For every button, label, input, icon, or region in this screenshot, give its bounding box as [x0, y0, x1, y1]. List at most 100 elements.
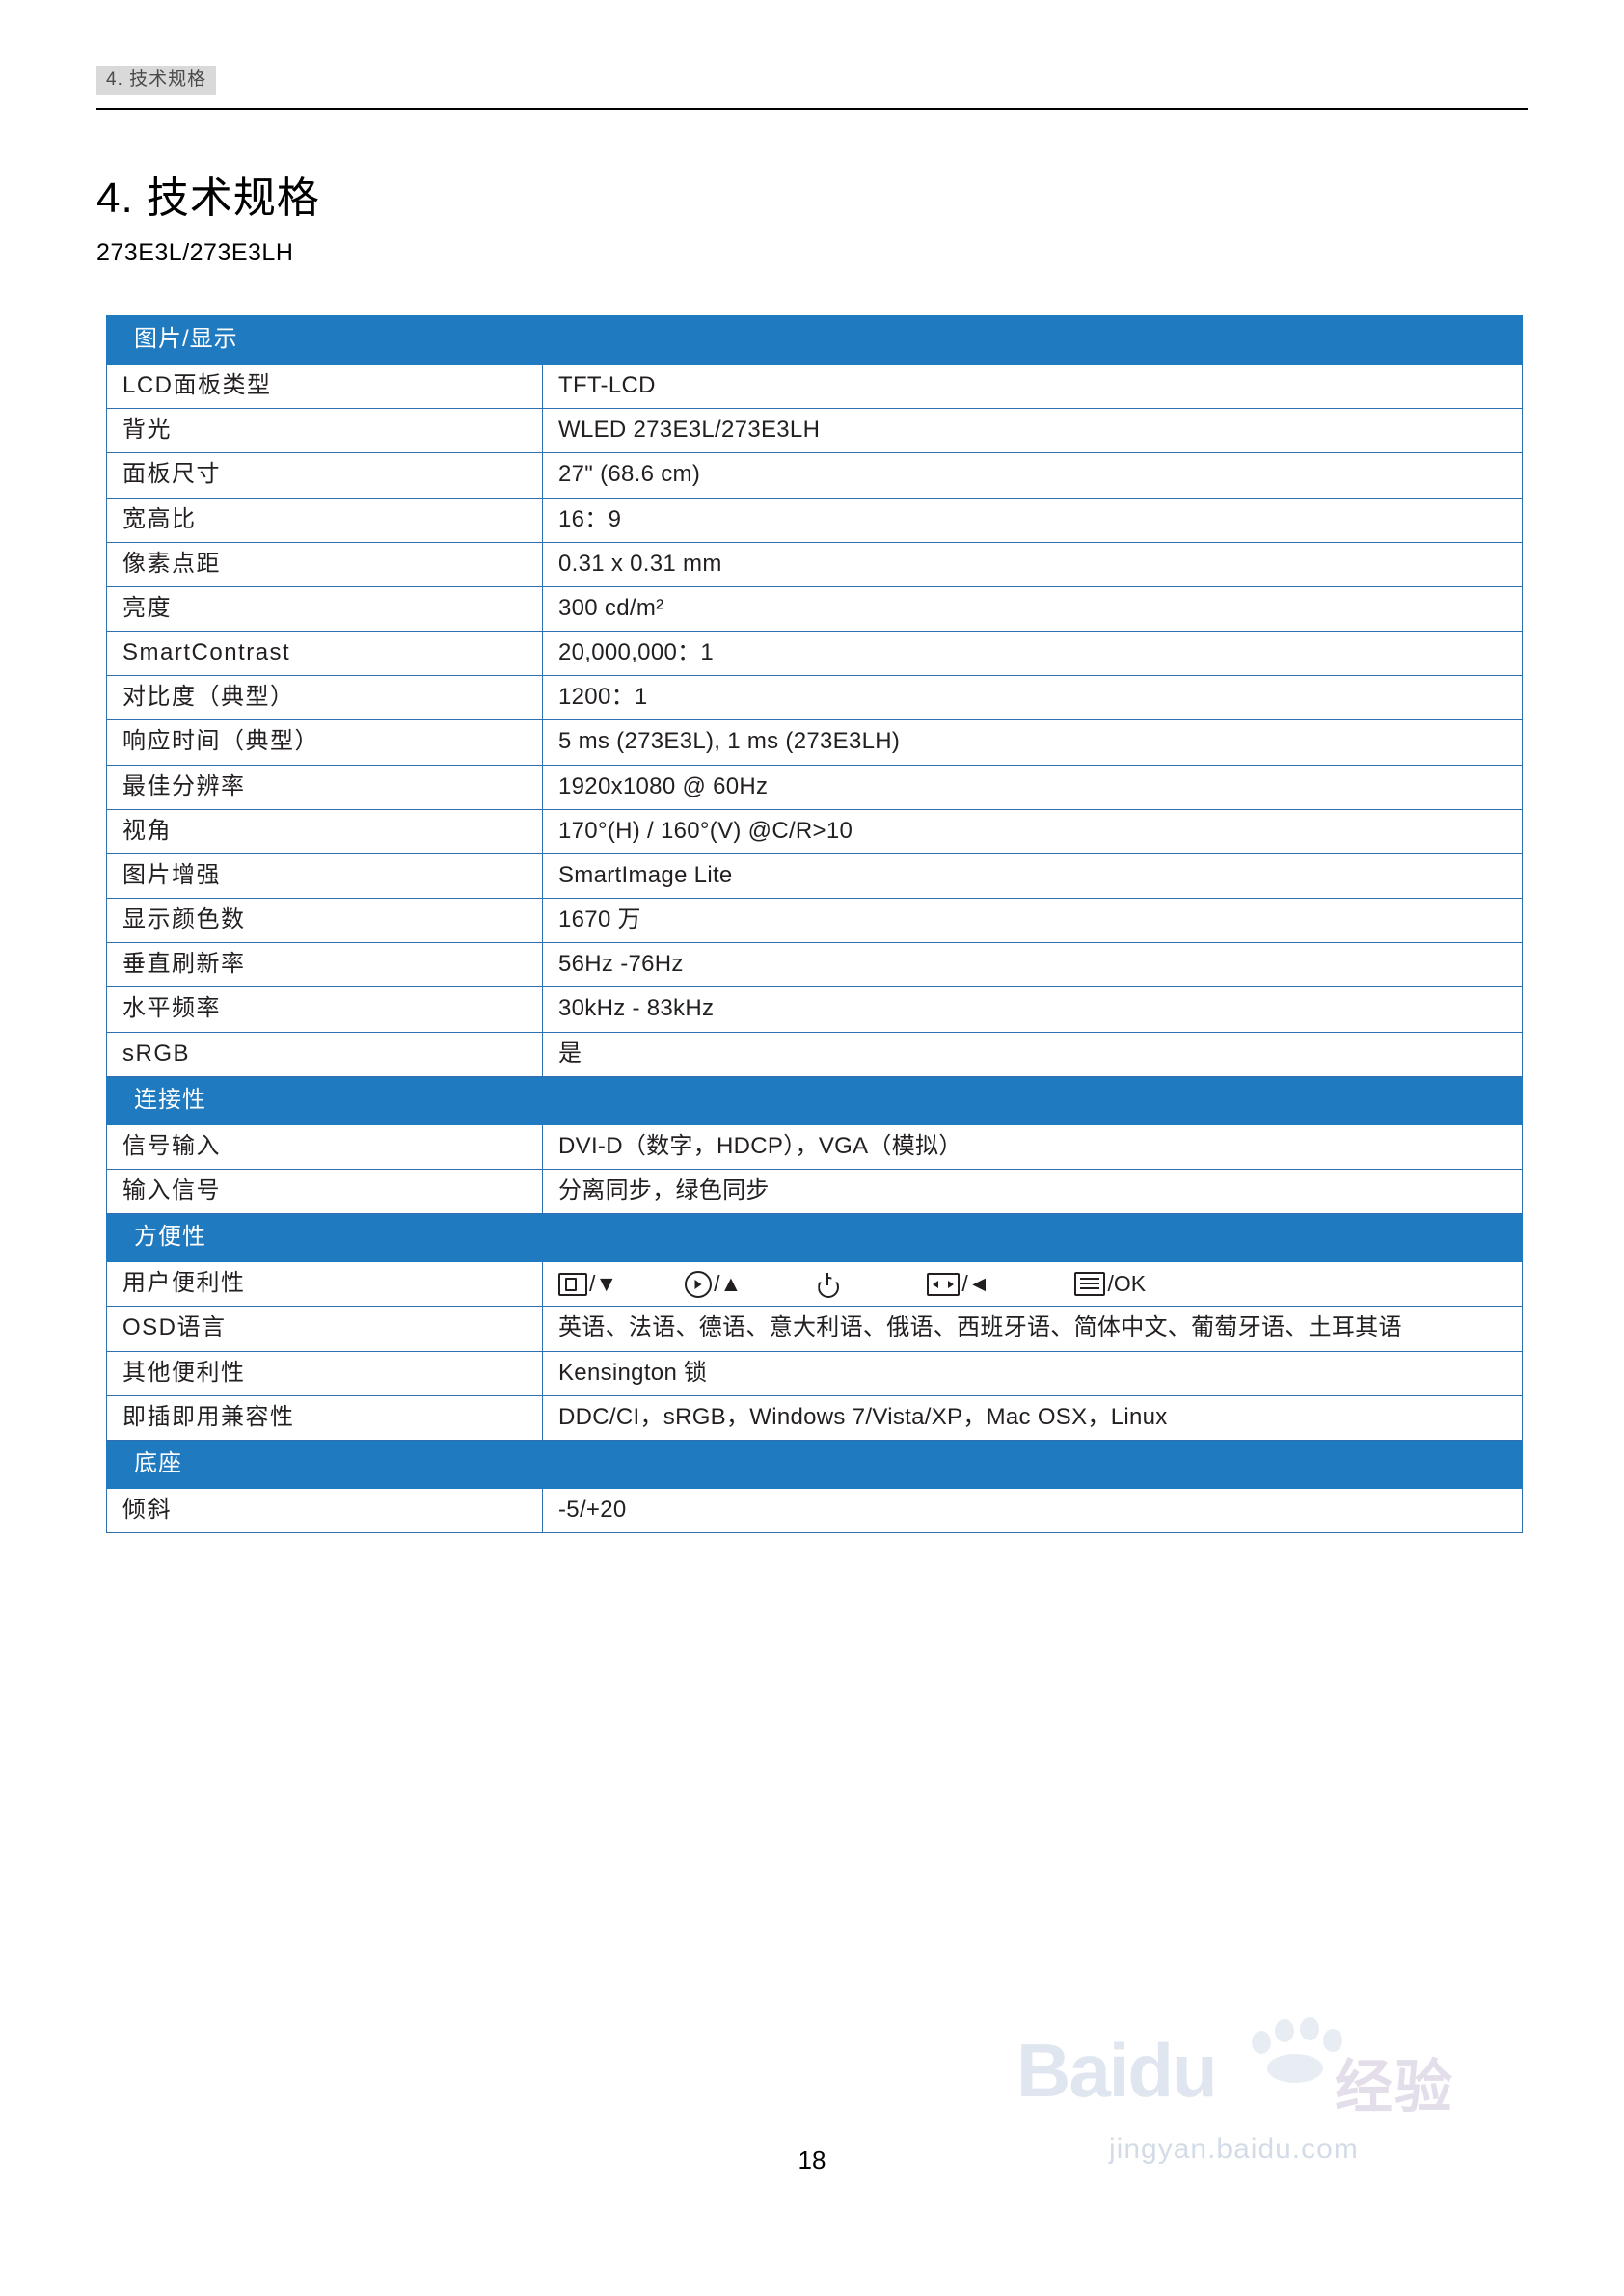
table-row: 信号输入 DVI-D（数字，HDCP），VGA（模拟） — [106, 1123, 1524, 1170]
smartimage-icon-label: /▼ — [589, 1270, 618, 1296]
spec-value: 是 — [541, 1031, 1524, 1077]
spec-label: 即插即用兼容性 — [106, 1394, 543, 1441]
spec-label: 显示颜色数 — [106, 898, 543, 944]
table-row: LCD面板类型 TFT-LCD — [106, 364, 1524, 410]
spec-value: 300 cd/m² — [541, 585, 1524, 633]
table-section-header: 连接性 — [105, 1075, 1524, 1125]
spec-label: LCD面板类型 — [106, 364, 543, 410]
model-subtitle: 273E3L/273E3LH — [96, 239, 294, 266]
paw-icon — [1246, 2015, 1352, 2083]
section-heading: 方便性 — [105, 1213, 1524, 1263]
spec-label: 信号输入 — [106, 1123, 543, 1170]
spec-label: 亮度 — [106, 585, 543, 633]
spec-value: WLED 273E3L/273E3LH — [541, 408, 1524, 454]
spec-value: 56Hz -76Hz — [541, 942, 1524, 988]
specifications-table: 图片/显示 LCD面板类型 TFT-LCD 背光 WLED 273E3L/273E3LH… — [105, 314, 1524, 1534]
watermark-brand: Baidu — [1016, 2028, 1218, 2113]
spec-value: 16：9 — [541, 497, 1524, 543]
spec-label: 图片增强 — [106, 852, 543, 900]
spec-value: 170°(H) / 160°(V) @C/R>10 — [541, 808, 1524, 854]
spec-value: TFT-LCD — [541, 364, 1524, 410]
table-row: SmartContrast 20,000,000：1 — [106, 631, 1524, 677]
spec-label: 像素点距 — [106, 541, 543, 587]
smartimage-icon-group: /▼ — [558, 1268, 617, 1299]
spec-value: 20,000,000：1 — [541, 631, 1524, 677]
table-row: 其他便利性 Kensington 锁 — [106, 1350, 1524, 1396]
spec-value: -5/+20 — [541, 1488, 1524, 1534]
section-heading: 连接性 — [105, 1075, 1524, 1125]
spec-value: 0.31 x 0.31 mm — [541, 541, 1524, 587]
section-heading: 底座 — [105, 1439, 1524, 1490]
table-row: 即插即用兼容性 DDC/CI，sRGB，Windows 7/Vista/XP，Ma… — [106, 1394, 1524, 1441]
page-title: 4. 技术规格 — [96, 175, 320, 223]
spec-label: 面板尺寸 — [106, 452, 543, 499]
power-icon — [817, 1268, 840, 1299]
spec-value: DDC/CI，sRGB，Windows 7/Vista/XP，Mac OSX，L… — [541, 1394, 1524, 1441]
spec-label: 对比度（典型） — [106, 675, 543, 721]
table-row: 背光 WLED 273E3L/273E3LH — [106, 408, 1524, 454]
table-row: OSD语言 英语、法语、德语、意大利语、俄语、西班牙语、简体中文、葡萄牙语、土耳其… — [106, 1306, 1524, 1352]
spec-value: 1670 万 — [541, 898, 1524, 944]
auto-adjust-icon-label: /◄ — [961, 1270, 990, 1296]
power-icon-group — [817, 1268, 842, 1299]
section-heading: 图片/显示 — [105, 314, 1524, 365]
spec-value: 分离同步，绿色同步 — [541, 1168, 1524, 1215]
osd-menu-icon-group: /OK — [1074, 1268, 1146, 1299]
spec-value: 30kHz - 83kHz — [541, 986, 1524, 1033]
table-row: 用户便利性 /▼ /▲ /◄ /OK — [106, 1261, 1524, 1308]
osd-menu-icon — [1074, 1268, 1106, 1299]
input-source-icon-group: /▲ — [685, 1268, 742, 1299]
table-section-header: 底座 — [105, 1439, 1524, 1490]
osd-menu-icon-label: /OK — [1107, 1270, 1147, 1296]
spec-label: 水平频率 — [106, 986, 543, 1033]
table-row: 宽高比 16：9 — [106, 497, 1524, 543]
spec-label: 输入信号 — [106, 1168, 543, 1215]
spec-value: Kensington 锁 — [541, 1350, 1524, 1396]
spec-value: DVI-D（数字，HDCP），VGA（模拟） — [541, 1123, 1524, 1170]
table-section-header: 图片/显示 — [105, 314, 1524, 365]
spec-value: 5 ms (273E3L), 1 ms (273E3LH) — [541, 719, 1524, 766]
table-row: 图片增强 SmartImage Lite — [106, 852, 1524, 900]
smartimage-icon — [558, 1268, 587, 1299]
table-row: sRGB 是 — [106, 1031, 1524, 1077]
spec-label: 垂直刷新率 — [106, 942, 543, 988]
spec-label: 视角 — [106, 808, 543, 854]
spec-label: sRGB — [106, 1031, 543, 1077]
table-row: 响应时间（典型） 5 ms (273E3L), 1 ms (273E3LH) — [106, 719, 1524, 766]
table-row: 最佳分辨率 1920x1080 @ 60Hz — [106, 764, 1524, 810]
spec-label: 最佳分辨率 — [106, 764, 543, 810]
spec-value: /▼ /▲ /◄ /OK — [541, 1261, 1524, 1308]
table-row: 水平频率 30kHz - 83kHz — [106, 986, 1524, 1033]
watermark-brand-cn: 经验 — [1335, 2055, 1454, 2120]
table-row: 垂直刷新率 56Hz -76Hz — [106, 942, 1524, 988]
table-row: 视角 170°(H) / 160°(V) @C/R>10 — [106, 808, 1524, 854]
table-row: 像素点距 0.31 x 0.31 mm — [106, 541, 1524, 587]
spec-label: 用户便利性 — [106, 1261, 543, 1308]
spec-label: OSD语言 — [106, 1306, 543, 1352]
table-row: 显示颜色数 1670 万 — [106, 898, 1524, 944]
table-row: 输入信号 分离同步，绿色同步 — [106, 1168, 1524, 1215]
spec-label: 背光 — [106, 408, 543, 454]
spec-label: 宽高比 — [106, 497, 543, 543]
page-number: 18 — [798, 2146, 826, 2174]
table-row: 面板尺寸 27" (68.6 cm) — [106, 452, 1524, 499]
spec-value: 1920x1080 @ 60Hz — [541, 764, 1524, 810]
chapter-tab: 4. 技术规格 — [96, 66, 217, 95]
input-source-icon-label: /▲ — [714, 1270, 743, 1296]
spec-label: 响应时间（典型） — [106, 719, 543, 766]
spec-value: SmartImage Lite — [541, 852, 1524, 900]
table-row: 亮度 300 cd/m² — [106, 585, 1524, 633]
spec-label: SmartContrast — [106, 631, 543, 677]
auto-adjust-icon — [927, 1268, 961, 1299]
user-convenience-icons: /▼ /▲ /◄ /OK — [558, 1268, 1510, 1299]
table-section-header: 方便性 — [105, 1213, 1524, 1263]
input-source-icon — [685, 1268, 713, 1299]
header-divider — [96, 108, 1528, 110]
spec-label: 其他便利性 — [106, 1350, 543, 1396]
spec-value: 1200：1 — [541, 675, 1524, 721]
table-row: 对比度（典型） 1200：1 — [106, 675, 1524, 721]
spec-value: 英语、法语、德语、意大利语、俄语、西班牙语、简体中文、葡萄牙语、土耳其语 — [541, 1306, 1524, 1352]
spec-value: 27" (68.6 cm) — [541, 452, 1524, 499]
table-row: 倾斜 -5/+20 — [106, 1488, 1524, 1534]
